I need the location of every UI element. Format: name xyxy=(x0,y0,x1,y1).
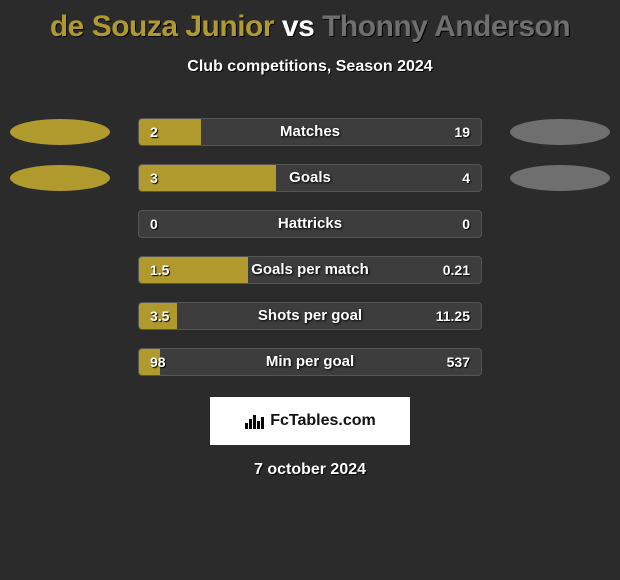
page-title: de Souza Junior vs Thonny Anderson xyxy=(0,0,620,44)
stat-row: Shots per goal3.5 11.25 xyxy=(0,302,620,330)
player1-marker xyxy=(10,119,110,145)
stat-row: Goals per match1.5 0.21 xyxy=(0,256,620,284)
player1-value: 98 xyxy=(150,348,166,376)
player2-marker xyxy=(510,119,610,145)
player2-value: 19 xyxy=(454,118,470,146)
player2-value: 0.21 xyxy=(443,256,470,284)
player1-value: 1.5 xyxy=(150,256,169,284)
date-label: 7 october 2024 xyxy=(0,461,620,479)
stat-row: Goals3 4 xyxy=(0,164,620,192)
player2-value: 0 xyxy=(462,210,470,238)
player2-marker xyxy=(510,165,610,191)
player2-value: 4 xyxy=(462,164,470,192)
stat-label: Hattricks xyxy=(138,210,482,238)
player1-value: 2 xyxy=(150,118,158,146)
player1-value: 3.5 xyxy=(150,302,169,330)
player2-value: 11.25 xyxy=(436,302,470,330)
stat-row: Min per goal98 537 xyxy=(0,348,620,376)
branding-badge: FcTables.com xyxy=(210,397,410,445)
stat-label: Goals per match xyxy=(138,256,482,284)
stat-row: Matches2 19 xyxy=(0,118,620,146)
player1-value: 3 xyxy=(150,164,158,192)
stat-label: Matches xyxy=(138,118,482,146)
vs-text: vs xyxy=(282,10,314,43)
stat-label: Goals xyxy=(138,164,482,192)
stat-label: Shots per goal xyxy=(138,302,482,330)
stat-label: Min per goal xyxy=(138,348,482,376)
player1-name: de Souza Junior xyxy=(50,10,274,43)
comparison-card: de Souza Junior vs Thonny Anderson Club … xyxy=(0,0,620,495)
player2-value: 537 xyxy=(447,348,470,376)
bars-icon xyxy=(244,413,264,429)
comparison-chart: Matches2 19 Goals3 4 Hattricks0 0 Goals per ma… xyxy=(0,118,620,394)
player2-name: Thonny Anderson xyxy=(322,10,570,43)
subtitle: Club competitions, Season 2024 xyxy=(0,58,620,76)
player1-marker xyxy=(10,165,110,191)
stat-row: Hattricks0 0 xyxy=(0,210,620,238)
branding-text: FcTables.com xyxy=(270,412,376,430)
player1-value: 0 xyxy=(150,210,158,238)
